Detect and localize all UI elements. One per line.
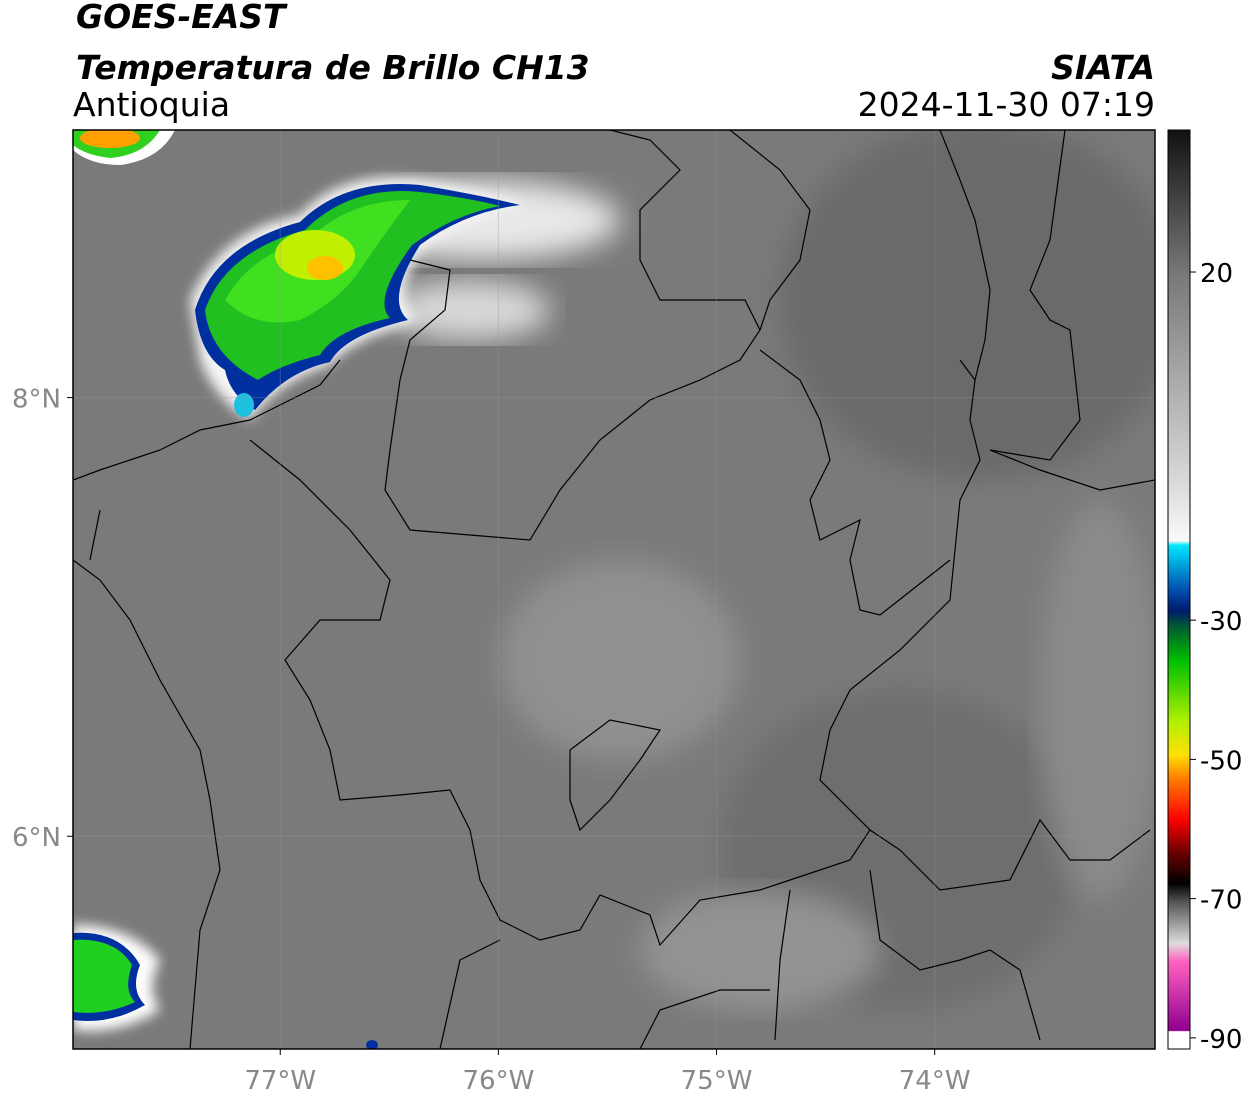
- map-image: [73, 130, 1155, 1049]
- datetime-label: 2024-11-30 07:19: [858, 85, 1155, 124]
- grid: [73, 130, 1155, 1049]
- product-title: Temperatura de Brillo CH13: [76, 48, 590, 87]
- colorbar-tick-label: -70: [1200, 886, 1242, 916]
- satellite-title: GOES-EAST: [76, 0, 288, 36]
- map-frame: [72, 129, 1156, 1050]
- colorbar-tick-label: -30: [1200, 607, 1242, 637]
- colorbar-tick-label: -50: [1200, 746, 1242, 776]
- x-tick-label: 76°W: [462, 1066, 534, 1096]
- colorbar: [1167, 129, 1191, 1050]
- source-label: SIATA: [1051, 48, 1155, 87]
- y-tick-label: 8°N: [12, 385, 61, 415]
- x-tick-label: 74°W: [899, 1066, 971, 1096]
- x-tick-label: 75°W: [681, 1066, 753, 1096]
- y-tick-label: 6°N: [12, 823, 61, 853]
- colorbar-tick-label: -90: [1200, 1025, 1242, 1055]
- colorbar-tick-label: 20: [1200, 259, 1233, 289]
- region-label: Antioquia: [73, 85, 230, 124]
- x-tick-label: 77°W: [244, 1066, 316, 1096]
